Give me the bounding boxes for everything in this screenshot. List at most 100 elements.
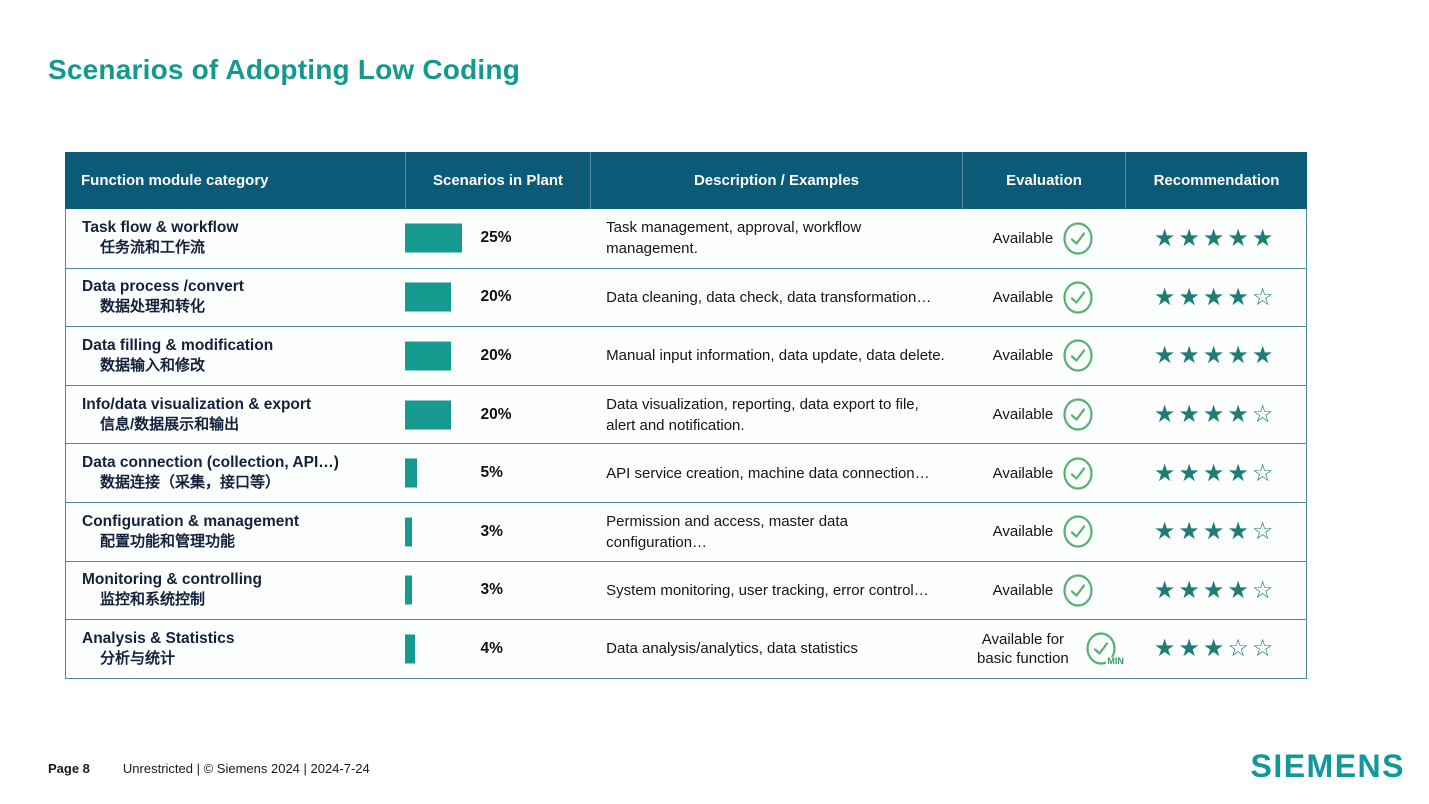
category-cell: Analysis & Statistics 分析与统计 <box>66 620 405 678</box>
category-name-en: Data connection (collection, API…) <box>82 454 339 472</box>
table-row: Task flow & workflow 任务流和工作流 25% Task ma… <box>66 209 1306 268</box>
column-header-evaluation: Evaluation <box>962 152 1125 209</box>
star-rating: ★★★★☆ <box>1153 401 1277 429</box>
category-name-en: Info/data visualization & export <box>82 395 312 413</box>
category-cell: Data process /convert 数据处理和转化 <box>66 269 405 327</box>
evaluation-text: Available <box>992 288 1054 306</box>
star-rating: ★★★★★ <box>1153 342 1277 370</box>
evaluation-text: Available <box>992 229 1054 247</box>
page-number: Page 8 <box>48 761 90 776</box>
star-rating: ★★★★☆ <box>1153 576 1277 604</box>
evaluation-text: Available <box>992 581 1054 599</box>
evaluation-cell: Available <box>962 269 1125 327</box>
check-circle-min-icon: MIN <box>1086 632 1125 667</box>
description-text: System monitoring, user tracking, error … <box>606 581 929 599</box>
evaluation-text: Available <box>992 464 1054 482</box>
description-text: Data visualization, reporting, data expo… <box>606 395 919 434</box>
description-text: API service creation, machine data conne… <box>606 464 930 482</box>
scenario-share-cell: 5% <box>405 444 590 502</box>
column-header-scenarios-in-plant: Scenarios in Plant <box>405 152 590 209</box>
category-name-cn: 分析与统计 <box>100 649 176 667</box>
evaluation-text: Available for basic function <box>977 630 1069 667</box>
evaluation-cell: Available for basic function MIN <box>962 620 1125 678</box>
star-rating: ★★★★★ <box>1153 224 1277 252</box>
star-rating: ★★★☆☆ <box>1153 635 1277 663</box>
footer: Page 8 Unrestricted | © Siemens 2024 | 2… <box>48 761 370 776</box>
category-name-en: Configuration & management <box>82 512 300 530</box>
check-circle-icon <box>1063 281 1093 314</box>
description-text: Data cleaning, data check, data transfor… <box>606 288 932 306</box>
scenario-share-cell: 3% <box>405 503 590 561</box>
table-row: Data connection (collection, API…) 数据连接（… <box>66 443 1306 502</box>
description-text: Data analysis/analytics, data statistics <box>606 640 858 658</box>
evaluation-text: Available <box>992 523 1054 541</box>
category-cell: Monitoring & controlling 监控和系统控制 <box>66 562 405 620</box>
percent-bar <box>405 341 452 371</box>
description-text: Task management, approval, workflow mana… <box>606 219 862 258</box>
table-row: Data process /convert 数据处理和转化 20% Data c… <box>66 267 1306 327</box>
table-header-row: Function module category Scenarios in Pla… <box>65 152 1307 209</box>
evaluation-cell: Available <box>962 209 1125 268</box>
percent-bar <box>405 634 415 664</box>
evaluation-cell: Available <box>962 503 1125 561</box>
category-name-cn: 数据连接（采集，接口等） <box>100 474 281 492</box>
evaluation-text: Available <box>992 347 1054 365</box>
category-name-cn: 任务流和工作流 <box>100 239 206 257</box>
percent-label: 20% <box>480 288 512 306</box>
table-body: Task flow & workflow 任务流和工作流 25% Task ma… <box>65 209 1307 679</box>
star-rating: ★★★★☆ <box>1153 459 1277 487</box>
category-name-en: Analysis & Statistics <box>82 629 235 647</box>
column-header-recommendation: Recommendation <box>1125 152 1307 209</box>
category-name-cn: 监控和系统控制 <box>100 591 206 609</box>
table-row: Info/data visualization & export 信息/数据展示… <box>66 384 1306 444</box>
footer-meta: Unrestricted | © Siemens 2024 | 2024-7-2… <box>122 761 370 776</box>
percent-bar <box>405 282 452 312</box>
column-header-description-examples: Description / Examples <box>590 152 962 209</box>
scenario-share-cell: 3% <box>405 562 590 620</box>
page-title: Scenarios of Adopting Low Coding <box>48 54 520 85</box>
category-name-en: Task flow & workflow <box>82 219 239 237</box>
description-text: Manual input information, data update, d… <box>606 347 945 365</box>
check-circle-icon <box>1063 457 1093 490</box>
percent-label: 3% <box>480 581 503 599</box>
percent-bar <box>405 400 452 430</box>
category-cell: Info/data visualization & export 信息/数据展示… <box>66 386 405 444</box>
category-cell: Configuration & management 配置功能和管理功能 <box>66 503 405 561</box>
scenario-share-cell: 20% <box>405 327 590 385</box>
percent-label: 25% <box>480 229 512 247</box>
check-circle-icon <box>1063 574 1093 607</box>
percent-bar <box>405 517 413 547</box>
percent-label: 20% <box>480 346 512 364</box>
evaluation-cell: Available <box>962 444 1125 502</box>
evaluation-cell: Available <box>962 386 1125 444</box>
evaluation-cell: Available <box>962 327 1125 385</box>
category-name-en: Data filling & modification <box>82 336 274 354</box>
category-name-cn: 数据处理和转化 <box>100 298 206 316</box>
check-circle-icon <box>1063 222 1093 255</box>
category-cell: Data filling & modification 数据输入和修改 <box>66 327 405 385</box>
scenario-share-cell: 4% <box>405 620 590 678</box>
percent-bar <box>405 575 413 605</box>
category-name-cn: 配置功能和管理功能 <box>100 532 236 550</box>
scenario-share-cell: 25% <box>405 209 590 268</box>
percent-label: 5% <box>480 464 503 482</box>
scenario-share-cell: 20% <box>405 386 590 444</box>
star-rating: ★★★★☆ <box>1153 518 1277 546</box>
evaluation-cell: Available <box>962 562 1125 620</box>
category-name-cn: 信息/数据展示和输出 <box>100 415 240 433</box>
percent-label: 20% <box>480 405 512 423</box>
evaluation-text: Available <box>992 406 1054 424</box>
description-text: Permission and access, master data confi… <box>606 512 848 551</box>
category-cell: Task flow & workflow 任务流和工作流 <box>66 209 405 268</box>
scenarios-table: Function module category Scenarios in Pla… <box>65 152 1307 679</box>
siemens-logo: SIEMENS <box>1250 748 1405 784</box>
percent-label: 3% <box>480 522 503 540</box>
star-rating: ★★★★☆ <box>1153 283 1277 311</box>
percent-bar <box>405 223 463 253</box>
table-row: Configuration & management 配置功能和管理功能 3% … <box>66 501 1306 561</box>
check-circle-icon <box>1063 398 1093 431</box>
column-header-function-module-category: Function module category <box>81 172 269 189</box>
category-name-en: Monitoring & controlling <box>82 571 262 589</box>
check-circle-icon <box>1063 515 1093 548</box>
category-name-cn: 数据输入和修改 <box>100 356 206 374</box>
